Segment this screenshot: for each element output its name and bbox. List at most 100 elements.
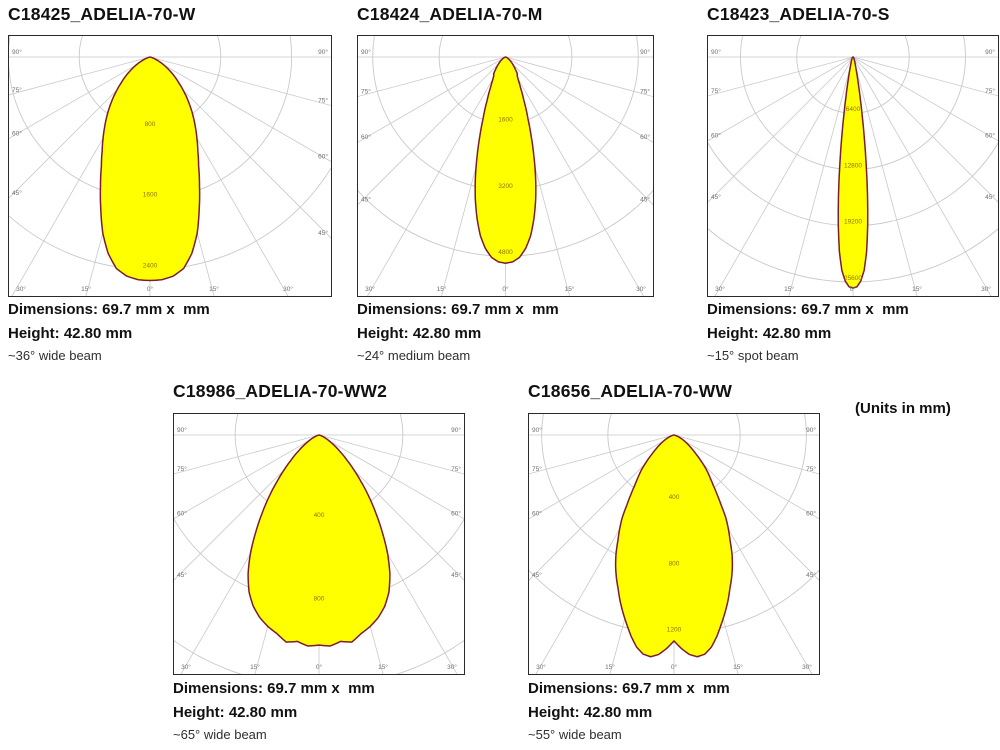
chart-group-adelia-70-ww2: C18986_ADELIA-70-WW2 400 800 0° 15° 15° 30° 30… <box>173 381 465 742</box>
svg-text:90°: 90° <box>532 426 542 434</box>
svg-text:90°: 90° <box>318 48 328 56</box>
svg-text:75°: 75° <box>361 88 371 96</box>
svg-text:75°: 75° <box>985 87 995 95</box>
chart-title: C18424_ADELIA-70-M <box>357 4 543 24</box>
height-label: Height: 42.80 mm <box>357 325 482 342</box>
svg-text:800: 800 <box>314 596 325 603</box>
svg-text:90°: 90° <box>12 48 22 56</box>
svg-text:60°: 60° <box>806 510 816 518</box>
svg-text:90°: 90° <box>361 48 371 56</box>
svg-text:15°: 15° <box>912 285 922 293</box>
svg-text:15°: 15° <box>784 285 794 293</box>
chart-title: C18423_ADELIA-70-S <box>707 4 890 24</box>
svg-text:60°: 60° <box>640 133 650 141</box>
polar-plot: 400 800 1200 0° 15° 15° 30° 30° 45° 45° 60° 60° 75° 7… <box>528 413 820 675</box>
height-label: Height: 42.80 mm <box>173 704 298 721</box>
chart-title: C18986_ADELIA-70-WW2 <box>173 381 388 401</box>
svg-text:45°: 45° <box>177 571 187 579</box>
svg-text:60°: 60° <box>177 510 187 518</box>
chart-group-adelia-70-w: C18425_ADELIA-70-W 800 1600 2400 0° 15° 15° 30… <box>8 4 332 363</box>
svg-text:75°: 75° <box>318 97 328 105</box>
svg-text:15°: 15° <box>378 663 388 671</box>
svg-text:45°: 45° <box>361 196 371 204</box>
beam-angle-note: ~36° wide beam <box>8 348 102 363</box>
svg-text:75°: 75° <box>177 465 187 473</box>
svg-text:400: 400 <box>314 512 325 519</box>
units-note: (Units in mm) <box>855 400 951 417</box>
svg-text:30°: 30° <box>447 663 457 671</box>
polar-plot-svg: 400 800 0° 15° 15° 30° 30° 45° 45° 60° 60° 75° 75° 90… <box>174 414 464 674</box>
svg-text:45°: 45° <box>711 193 721 201</box>
svg-text:30°: 30° <box>802 663 812 671</box>
svg-text:15°: 15° <box>437 285 447 293</box>
svg-text:30°: 30° <box>283 285 293 293</box>
svg-text:30°: 30° <box>181 663 191 671</box>
svg-text:90°: 90° <box>640 48 650 56</box>
height-label: Height: 42.80 mm <box>528 704 653 721</box>
svg-text:0°: 0° <box>316 663 323 671</box>
svg-text:30°: 30° <box>981 285 991 293</box>
svg-text:15°: 15° <box>250 663 260 671</box>
svg-text:60°: 60° <box>318 153 328 161</box>
svg-text:15°: 15° <box>733 663 743 671</box>
svg-text:90°: 90° <box>177 426 187 434</box>
svg-text:75°: 75° <box>711 87 721 95</box>
svg-text:60°: 60° <box>361 133 371 141</box>
svg-text:400: 400 <box>669 494 680 501</box>
svg-text:45°: 45° <box>12 189 22 197</box>
chart-title: C18425_ADELIA-70-W <box>8 4 196 24</box>
chart-caption: Dimensions: 69.7 mm x mm Height: 42.80 m… <box>173 679 375 742</box>
polar-plot-svg: 800 1600 2400 0° 15° 15° 30° 30° 45° 45° 60° 60° 75°… <box>9 36 331 296</box>
polar-plot-svg: 6400 12800 19200 25600 0° 15° 15° 30° 30° 45° 45° 6… <box>708 36 998 296</box>
height-label: Height: 42.80 mm <box>707 325 832 342</box>
svg-text:75°: 75° <box>640 88 650 96</box>
polar-plot: 800 1600 2400 0° 15° 15° 30° 30° 45° 45° 60° 60° 75°… <box>8 35 332 297</box>
svg-text:60°: 60° <box>12 129 22 137</box>
svg-text:800: 800 <box>669 560 680 567</box>
svg-text:45°: 45° <box>318 229 328 237</box>
dimensions-label: Dimensions: 69.7 mm x mm <box>528 680 730 697</box>
svg-text:1600: 1600 <box>143 192 158 199</box>
svg-text:30°: 30° <box>715 285 725 293</box>
chart-group-adelia-70-s: C18423_ADELIA-70-S 6400 12800 19200 25600 0°… <box>707 4 999 363</box>
svg-text:60°: 60° <box>985 132 995 140</box>
svg-text:45°: 45° <box>806 571 816 579</box>
chart-group-adelia-70-m: C18424_ADELIA-70-M 1600 3200 4800 0° 15° 15° 3… <box>357 4 654 363</box>
svg-text:75°: 75° <box>12 86 22 94</box>
beam-angle-note: ~55° wide beam <box>528 727 622 742</box>
chart-group-adelia-70-ww: C18656_ADELIA-70-WW 400 800 1200 0° 15° 15° 30… <box>528 381 820 742</box>
svg-text:15°: 15° <box>605 663 615 671</box>
svg-text:3200: 3200 <box>498 183 513 190</box>
polar-plot-svg: 400 800 1200 0° 15° 15° 30° 30° 45° 45° 60° 60° 75° 7… <box>529 414 819 674</box>
svg-text:15°: 15° <box>81 285 91 293</box>
svg-text:0°: 0° <box>850 285 857 293</box>
svg-text:19200: 19200 <box>844 219 862 226</box>
svg-text:30°: 30° <box>536 663 546 671</box>
height-label: Height: 42.80 mm <box>8 325 133 342</box>
svg-text:30°: 30° <box>365 285 375 293</box>
chart-title: C18656_ADELIA-70-WW <box>528 381 733 401</box>
svg-text:90°: 90° <box>711 48 721 56</box>
polar-plot: 1600 3200 4800 0° 15° 15° 30° 30° 45° 45° 60° 60° 75… <box>357 35 654 297</box>
dimensions-label: Dimensions: 69.7 mm x mm <box>8 301 210 318</box>
svg-text:90°: 90° <box>451 426 461 434</box>
chart-caption: Dimensions: 69.7 mm x mm Height: 42.80 m… <box>528 679 730 742</box>
svg-text:75°: 75° <box>532 465 542 473</box>
svg-text:60°: 60° <box>711 132 721 140</box>
svg-text:15°: 15° <box>209 285 219 293</box>
beam-angle-note: ~65° wide beam <box>173 727 267 742</box>
svg-text:30°: 30° <box>636 285 646 293</box>
svg-text:25600: 25600 <box>844 275 862 282</box>
svg-text:0°: 0° <box>502 285 509 293</box>
svg-text:90°: 90° <box>806 426 816 434</box>
dimensions-label: Dimensions: 69.7 mm x mm <box>357 301 559 318</box>
beam-angle-note: ~24° medium beam <box>357 348 471 363</box>
polar-plot: 6400 12800 19200 25600 0° 15° 15° 30° 30° 45° 45° 6… <box>707 35 999 297</box>
svg-text:75°: 75° <box>451 465 461 473</box>
svg-text:60°: 60° <box>451 510 461 518</box>
svg-text:6400: 6400 <box>846 106 861 113</box>
svg-text:45°: 45° <box>532 571 542 579</box>
svg-text:45°: 45° <box>451 571 461 579</box>
dimensions-label: Dimensions: 69.7 mm x mm <box>173 680 375 697</box>
